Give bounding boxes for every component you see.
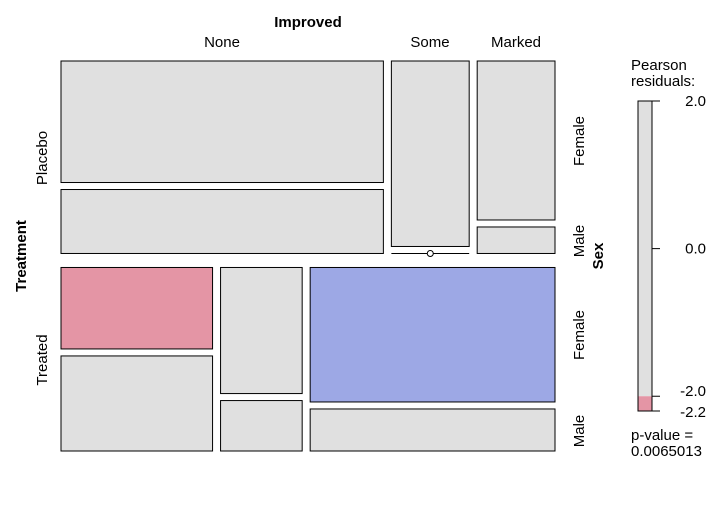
column-label-marked: Marked — [491, 34, 541, 51]
legend-bar-negative — [638, 396, 652, 411]
sub-row-label-treated-female: Female — [571, 310, 588, 360]
legend-title-line2: residuals: — [631, 73, 695, 90]
tile-treated-some-female — [220, 266, 303, 395]
legend-color-bar — [637, 100, 653, 412]
sub-row-label-placebo-female: Female — [571, 116, 588, 166]
column-label-some: Some — [410, 34, 449, 51]
column-label-none: None — [204, 34, 240, 51]
tile-treated-none-female — [60, 266, 214, 350]
residuals-legend: Pearson residuals: 2.0 0.0 -2.0 -2.2 p-valu… — [631, 57, 706, 460]
legend-tick-label: -2.0 — [680, 383, 706, 400]
tile-placebo-some-female — [390, 60, 470, 247]
tile-treated-none-male — [60, 355, 214, 452]
legend-title-line1: Pearson — [631, 57, 687, 74]
tile-treated-marked-male — [309, 408, 556, 452]
tile-placebo-none-male — [60, 189, 384, 254]
sub-row-label-treated-male: Male — [571, 415, 588, 448]
tile-placebo-marked-male — [476, 226, 556, 254]
row-label-treated: Treated — [34, 334, 51, 385]
tile-treated-marked-female — [309, 266, 556, 403]
sub-row-label-placebo-male: Male — [571, 225, 588, 258]
tile-treated-some-male — [220, 400, 303, 452]
legend-bar-neutral — [638, 101, 652, 397]
tile-placebo-marked-female — [476, 60, 556, 221]
legend-ticks: 2.0 0.0 -2.0 -2.2 — [652, 93, 706, 421]
mosaic-tiles — [60, 60, 556, 452]
legend-tick-label: 2.0 — [685, 93, 706, 110]
legend-tick-label: -2.2 — [680, 404, 706, 421]
legend-tick-label: 0.0 — [685, 241, 706, 258]
tile-placebo-none-female — [60, 60, 384, 184]
legend-bar-frame — [637, 100, 653, 412]
top-variable-title: Improved — [274, 14, 342, 31]
row-label-placebo: Placebo — [34, 131, 51, 185]
left-variable-title: Treatment — [13, 220, 30, 292]
tile-placebo-some-male-empty-marker — [426, 249, 434, 257]
right-variable-title: Sex — [590, 242, 607, 269]
p-value-line1: p-value = — [631, 427, 693, 444]
p-value-line2: 0.0065013 — [631, 443, 702, 460]
